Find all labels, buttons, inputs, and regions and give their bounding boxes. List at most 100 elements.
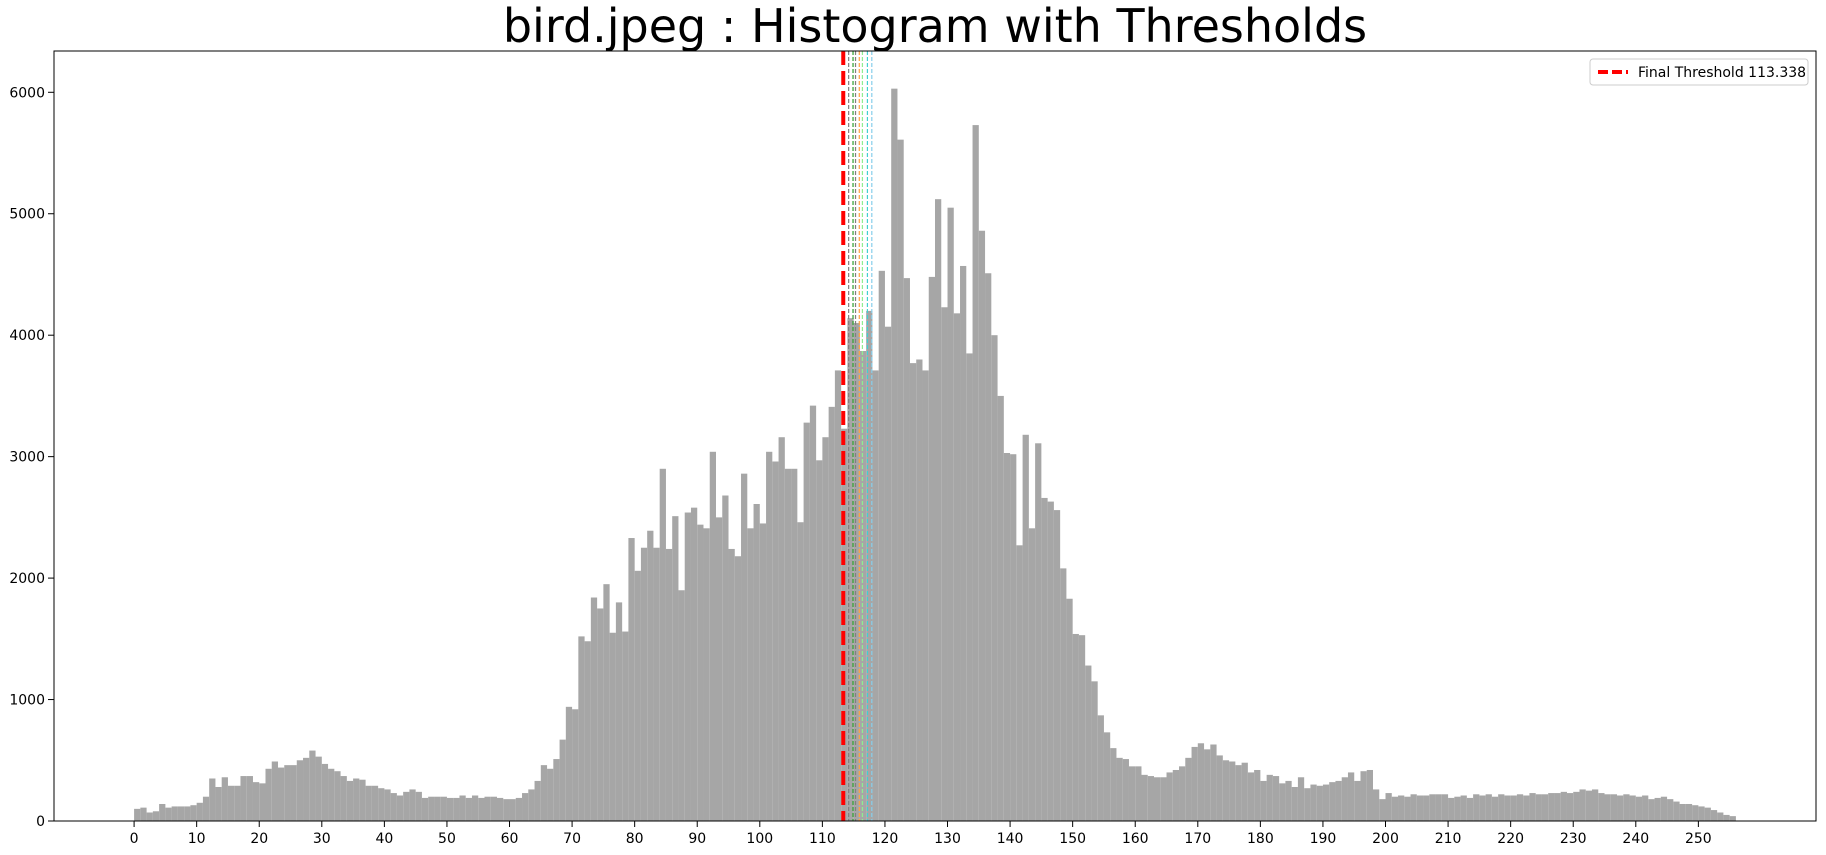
- bar: [1660, 796, 1668, 821]
- bar: [440, 796, 447, 821]
- bar: [1654, 797, 1661, 821]
- bar: [453, 797, 460, 821]
- bar: [1272, 776, 1280, 821]
- x-tick-label: 180: [1247, 831, 1274, 847]
- bar: [1423, 795, 1430, 821]
- bar: [365, 785, 372, 821]
- y-tick-label: 5000: [9, 207, 45, 223]
- bar: [922, 370, 929, 821]
- bar: [1523, 795, 1530, 821]
- x-tick-label: 240: [1622, 831, 1649, 847]
- bar: [1291, 786, 1298, 821]
- bar: [1041, 497, 1048, 821]
- bar: [741, 473, 748, 821]
- bar: [703, 528, 710, 821]
- bar: [1473, 794, 1480, 821]
- bar: [177, 806, 185, 821]
- bar: [134, 808, 141, 821]
- bar: [1585, 790, 1592, 821]
- bar: [1197, 743, 1205, 821]
- bar: [1560, 791, 1567, 821]
- bar: [1379, 799, 1386, 821]
- bar: [409, 789, 416, 821]
- bar: [1329, 782, 1336, 821]
- bar: [634, 570, 641, 821]
- bar: [1516, 794, 1524, 821]
- bar: [722, 495, 729, 821]
- bar: [716, 517, 723, 821]
- bar: [615, 602, 623, 821]
- bar: [1335, 780, 1342, 821]
- bar: [928, 276, 935, 821]
- bar: [653, 547, 660, 821]
- bar: [1498, 794, 1505, 821]
- bar: [1485, 794, 1492, 821]
- bar: [941, 307, 948, 821]
- bar: [659, 468, 666, 821]
- bar: [690, 507, 698, 821]
- bar: [572, 709, 579, 821]
- bar: [1060, 568, 1067, 821]
- bar: [1122, 759, 1129, 821]
- bar: [1466, 797, 1474, 821]
- bar: [1153, 777, 1161, 821]
- bar: [1610, 794, 1618, 821]
- bar: [1479, 795, 1486, 821]
- bar: [1091, 681, 1098, 821]
- bar: [484, 796, 491, 821]
- bar: [1398, 795, 1405, 821]
- bar: [540, 765, 548, 821]
- x-tick-label: 230: [1560, 831, 1587, 847]
- bar: [985, 273, 992, 822]
- bar: [1354, 780, 1361, 821]
- bar: [221, 777, 228, 821]
- bar: [1642, 795, 1649, 821]
- bar: [165, 807, 172, 821]
- y-tick-label: 3000: [9, 450, 45, 466]
- bar: [1685, 803, 1693, 821]
- bar: [622, 631, 629, 821]
- bar: [1491, 796, 1499, 821]
- bar: [1535, 794, 1542, 821]
- y-tick-label: 0: [36, 814, 45, 830]
- bar: [584, 641, 591, 821]
- bar: [303, 757, 310, 821]
- bar: [872, 370, 879, 821]
- bar: [353, 778, 360, 821]
- bar: [1360, 771, 1367, 821]
- bar: [647, 530, 654, 821]
- bar: [471, 795, 479, 821]
- bar: [528, 789, 535, 821]
- bar: [478, 797, 485, 821]
- bar: [1566, 793, 1574, 821]
- bar: [140, 807, 147, 821]
- bar: [315, 756, 322, 821]
- bar: [753, 504, 760, 821]
- bar: [227, 785, 235, 821]
- bar: [1166, 772, 1173, 821]
- x-tick-label: 150: [1059, 831, 1086, 847]
- x-tick-label: 170: [1184, 831, 1211, 847]
- bar: [1085, 665, 1092, 821]
- bar: [1372, 789, 1380, 821]
- x-tick-label: 20: [250, 831, 268, 847]
- bar: [522, 793, 529, 821]
- bar: [415, 791, 422, 821]
- bar: [390, 793, 397, 821]
- bar: [1441, 794, 1449, 821]
- bar: [797, 522, 804, 821]
- bar: [1366, 769, 1373, 821]
- bar: [215, 786, 222, 821]
- bar: [784, 468, 792, 821]
- bar: [759, 523, 767, 821]
- bar: [997, 395, 1004, 821]
- bar: [328, 768, 335, 821]
- bar: [234, 785, 241, 821]
- bar: [547, 768, 554, 821]
- bar: [1053, 510, 1061, 821]
- x-tick-label: 160: [1122, 831, 1149, 847]
- bar: [1460, 795, 1467, 821]
- bar: [190, 805, 197, 821]
- bar: [1204, 749, 1211, 821]
- bar: [1404, 796, 1411, 821]
